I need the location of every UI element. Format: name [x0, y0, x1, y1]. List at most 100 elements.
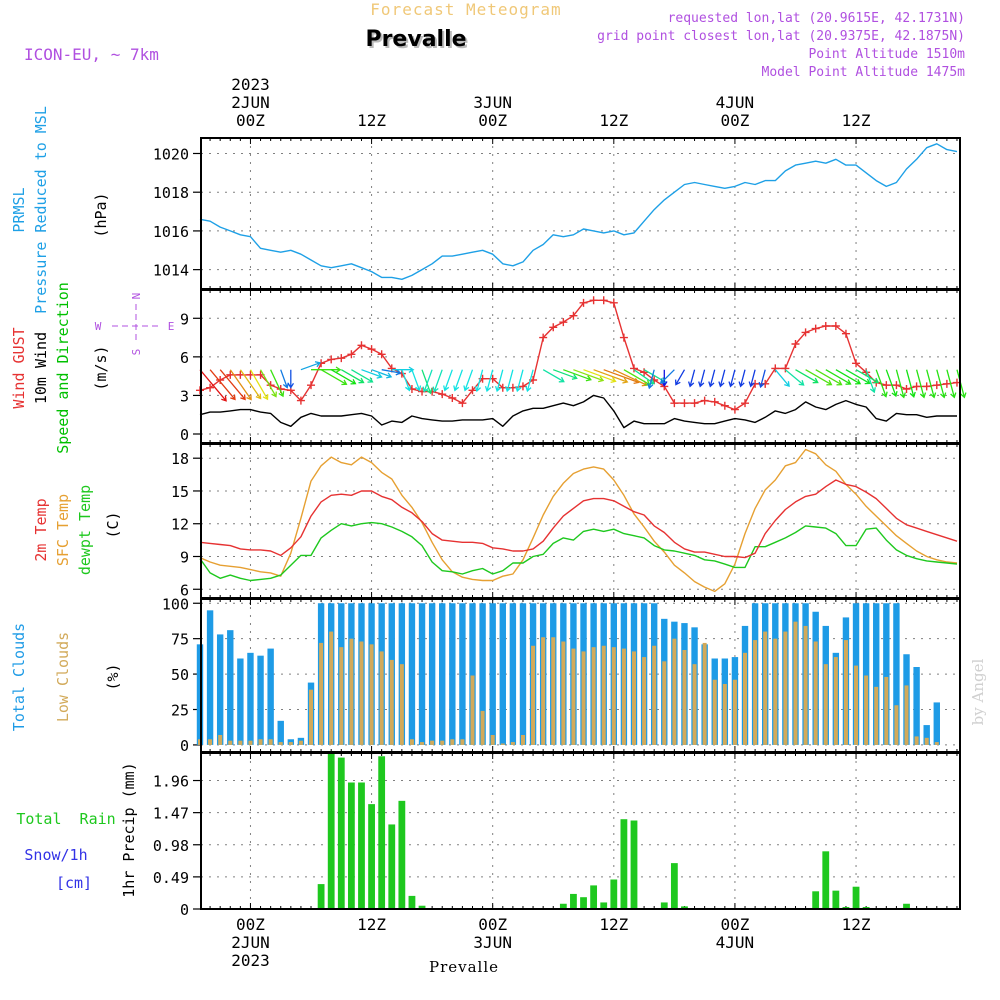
- low-clouds-bar: [753, 640, 758, 745]
- wind-direction-arrow: [728, 369, 736, 388]
- wind-direction-arrow: [698, 369, 706, 388]
- pressure-panel: 1014 1016 1018 1020: [153, 137, 961, 290]
- point-altitude: Point Altitude 1510m: [808, 47, 965, 62]
- low-clouds-bar: [430, 740, 435, 745]
- wind-direction-arrow: [905, 369, 916, 398]
- gust-marker: [841, 329, 850, 338]
- wind-direction-arrow: [287, 369, 295, 389]
- gust-marker: [377, 350, 386, 359]
- gust-marker: [367, 345, 376, 354]
- top-time-label: 00Z: [478, 111, 507, 130]
- precip-unit-label: 1hr Precip (mm): [120, 762, 138, 897]
- total-clouds-label: Total Clouds: [10, 623, 28, 731]
- gust-marker: [771, 364, 780, 373]
- rain-bar: [832, 890, 840, 909]
- wind-gust-label: Wind GUST: [10, 327, 28, 408]
- rain-bar: [358, 782, 365, 909]
- gust-marker: [690, 399, 699, 408]
- gust-marker: [357, 341, 366, 350]
- rain-bar: [317, 884, 325, 909]
- low-clouds-bar: [460, 739, 465, 745]
- y-tick-label: 1016: [153, 223, 189, 241]
- y-tick-label: 50: [171, 666, 189, 684]
- rain-bar: [337, 757, 345, 909]
- top-time-label: 12Z: [599, 111, 628, 130]
- bottom-time-label: 12Z: [842, 915, 871, 934]
- total-clouds-bar: [408, 603, 416, 745]
- y-tick-label: 0: [180, 737, 189, 755]
- wind-direction-arrow: [603, 369, 640, 385]
- low-clouds-bar: [298, 740, 303, 745]
- low-clouds-bar: [450, 739, 455, 745]
- low-clouds-bar: [934, 742, 939, 745]
- total-clouds-bar: [439, 603, 446, 745]
- cloud-unit-label: (%): [104, 663, 122, 690]
- y-tick-label: 6: [180, 581, 189, 599]
- low-clouds-bar: [329, 631, 334, 745]
- wind-direction-arrow: [552, 369, 578, 380]
- gust-marker: [438, 390, 447, 399]
- wind-direction-arrow: [593, 369, 629, 384]
- precip-panel: 0 0.49 0.98 1.47 1.96: [153, 752, 961, 919]
- gust-marker: [448, 394, 457, 402]
- total-clouds-bar: [459, 603, 466, 745]
- low-clouds-bar: [379, 651, 384, 745]
- pressure-reduced-label: Pressure Reduced to MSL: [32, 106, 50, 314]
- low-clouds-bar: [611, 647, 616, 745]
- rain-bar: [812, 891, 820, 909]
- rain-bar: [388, 824, 396, 909]
- wind-direction-arrow: [209, 369, 236, 401]
- wind-direction-arrow: [330, 369, 357, 385]
- y-tick-label: 0: [180, 901, 189, 919]
- low-clouds-bar: [773, 638, 778, 745]
- y-tick-label: 12: [171, 516, 189, 534]
- rain-bar: [398, 800, 406, 909]
- wind-direction-arrow: [515, 369, 524, 393]
- t2m-label: 2m Temp: [32, 498, 50, 561]
- temp-unit-label: (C): [104, 511, 122, 538]
- rain-bar: [630, 820, 638, 909]
- total-clouds-bar: [257, 655, 264, 745]
- gust-marker: [892, 381, 901, 390]
- rain-bar: [347, 782, 355, 909]
- top-time-label: 2023: [231, 75, 270, 94]
- low-clouds-bar: [631, 651, 636, 745]
- wind-direction-arrow: [525, 369, 534, 393]
- total-rain-label: Total Rain: [16, 810, 115, 828]
- gust-marker: [640, 368, 649, 377]
- low-clouds-bar: [541, 637, 546, 745]
- compass-south: S: [130, 349, 143, 356]
- total-clouds-bar: [499, 603, 506, 745]
- top-time-label: 2JUN: [231, 93, 270, 112]
- total-clouds-bar: [196, 644, 204, 745]
- wind-direction-arrow: [835, 369, 862, 385]
- total-clouds-bar: [883, 603, 890, 745]
- gust-marker: [932, 381, 941, 390]
- snow-label: Snow/1h: [24, 846, 87, 864]
- wind-direction-arrow: [885, 369, 898, 398]
- low-clouds-bar: [197, 739, 202, 745]
- gust-marker: [720, 401, 729, 410]
- wind-direction-arrow: [895, 369, 906, 399]
- gust-marker: [206, 383, 215, 392]
- rain-bar: [610, 879, 618, 909]
- rain-bar: [660, 902, 668, 909]
- sfc-temp-line: [199, 448, 958, 593]
- low-clouds-bar: [874, 686, 879, 745]
- gust-marker: [559, 318, 568, 327]
- low-clouds-bar: [480, 710, 485, 745]
- rain-bar: [620, 819, 628, 909]
- low-clouds-bar: [409, 739, 414, 745]
- cloud-panel-labels: Total Clouds Low Clouds (%): [10, 623, 122, 731]
- wind-direction-arrow: [865, 369, 876, 394]
- low-clouds-bar: [642, 657, 647, 745]
- low-clouds-bar: [399, 664, 404, 745]
- temp-panel-labels: 2m Temp SFC Temp dewpt Temp (C): [32, 485, 122, 575]
- compass-east: E: [168, 320, 175, 333]
- low-clouds-bar: [208, 739, 213, 745]
- low-clouds-bar: [470, 675, 475, 745]
- snow-unit-label: [cm]: [56, 874, 92, 892]
- rain-bar: [327, 753, 335, 909]
